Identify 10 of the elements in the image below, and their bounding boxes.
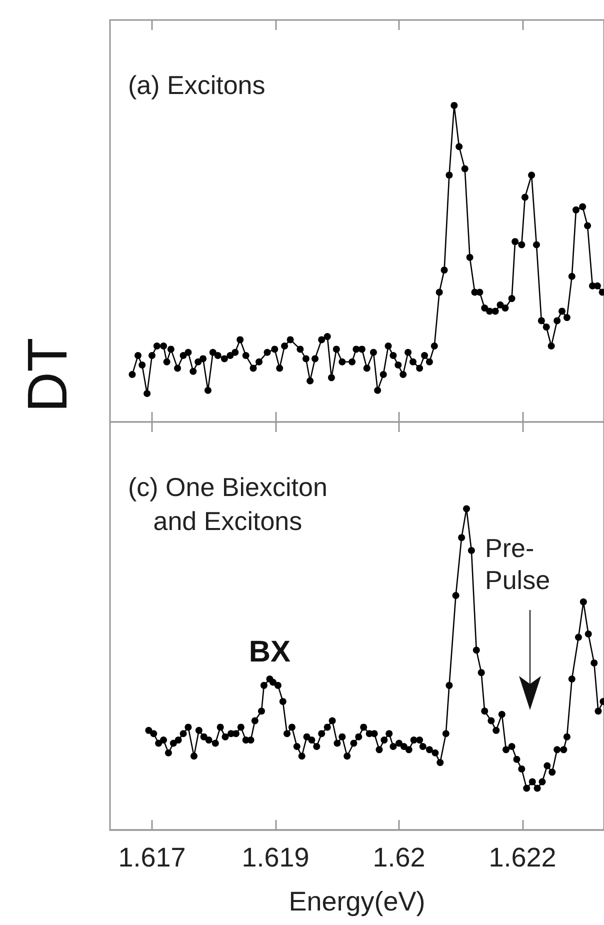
annotation: (c) One Biexciton and Excitons — [128, 472, 328, 536]
annotation: Pre- Pulse — [485, 533, 550, 595]
y-axis-title: DT — [16, 338, 78, 412]
x-tick-label: 1.622 — [488, 842, 556, 872]
text: (a) Excitons — [128, 70, 266, 100]
x-axis-title: Energy(eV) — [288, 886, 426, 916]
x-tick-label: 1.62 — [372, 842, 426, 872]
annotation: BX — [248, 636, 291, 669]
x-tick-label: 1.617 — [118, 842, 186, 872]
x-tick-label: 1.619 — [242, 842, 310, 872]
